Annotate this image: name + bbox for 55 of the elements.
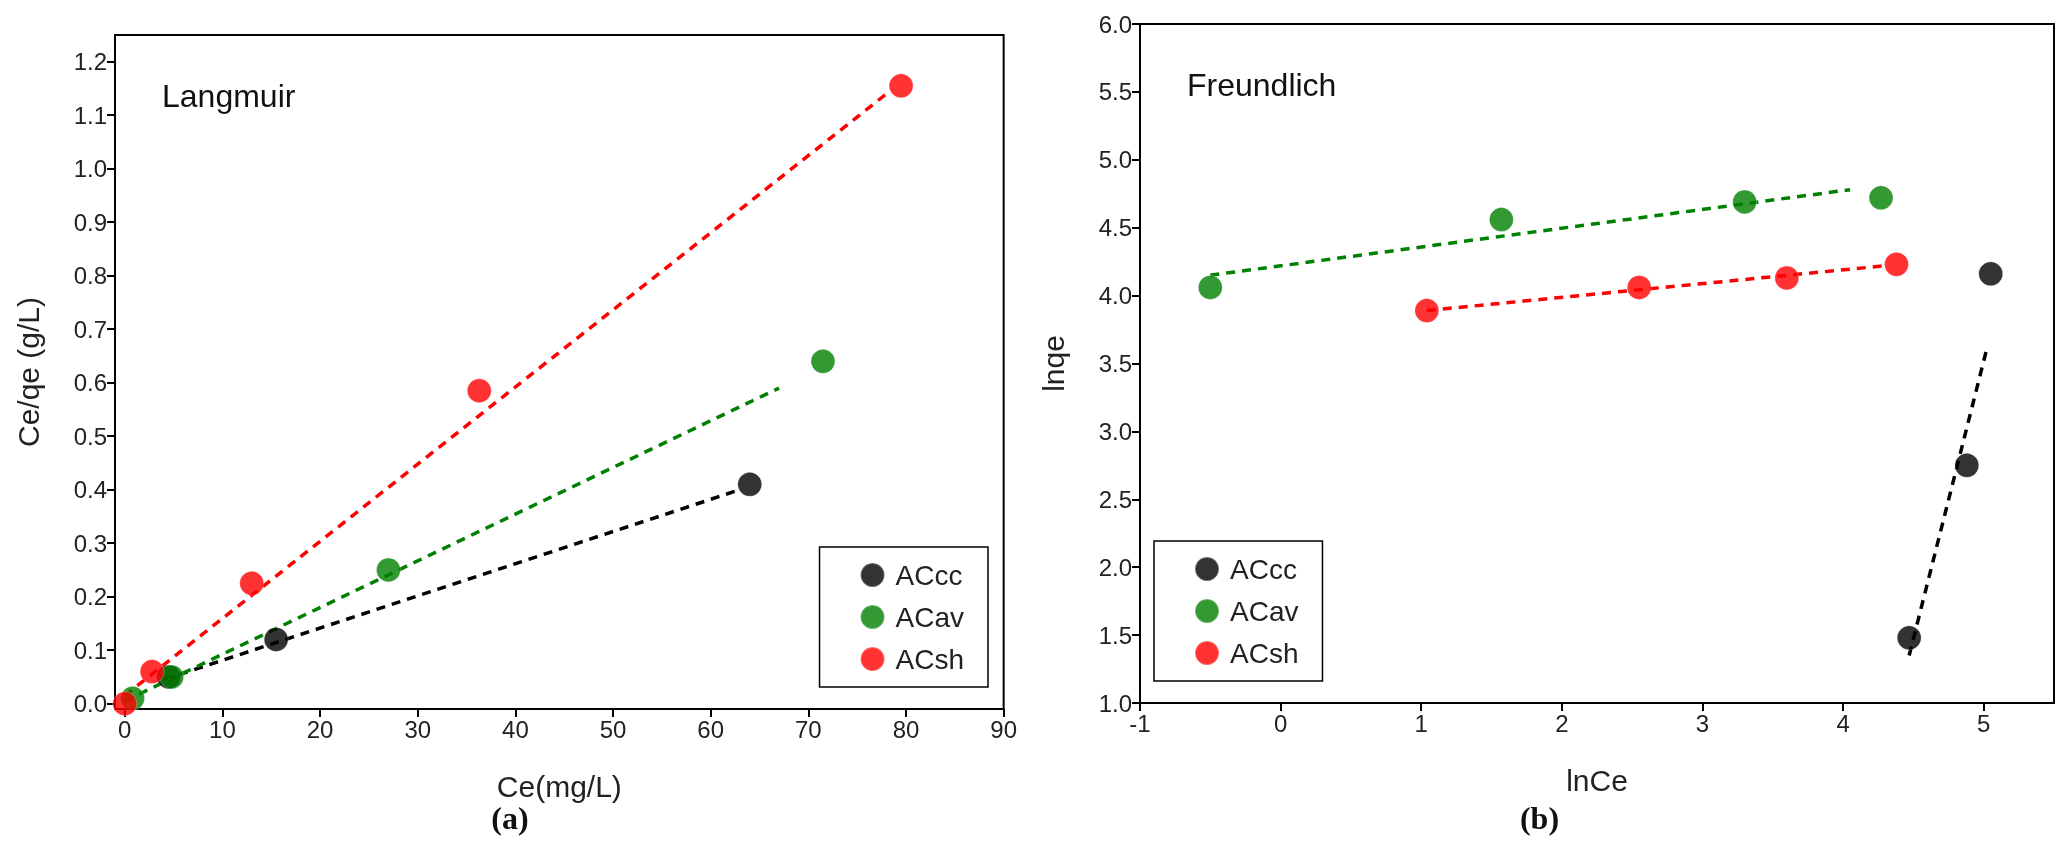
x-tick-label: 2 bbox=[1555, 709, 1569, 737]
x-tick-label: -1 bbox=[1129, 709, 1151, 737]
y-tick-label: 1.5 bbox=[1098, 621, 1132, 649]
x-tick-label: 0 bbox=[118, 715, 132, 743]
x-tick-label: 40 bbox=[502, 715, 529, 743]
x-tick-label: 60 bbox=[697, 715, 725, 743]
y-tick-label: 3.0 bbox=[1098, 417, 1132, 445]
x-axis-title: lnCe bbox=[1566, 763, 1628, 797]
y-tick-label: 0.3 bbox=[73, 529, 107, 557]
x-tick-label: 0 bbox=[1273, 709, 1288, 737]
y-tick-label: 0.0 bbox=[73, 690, 107, 718]
y-tick-label: 0.7 bbox=[73, 315, 107, 343]
text: Freundlich bbox=[1187, 67, 1337, 103]
y-tick-label: 1.2 bbox=[73, 48, 107, 76]
x-tick-label: 90 bbox=[990, 715, 1017, 743]
y-tick-label: 3.5 bbox=[1098, 350, 1132, 377]
x-tick-label: 30 bbox=[404, 715, 432, 743]
y-axis-title: lnqe bbox=[1036, 335, 1070, 392]
x-tick-label: 80 bbox=[892, 715, 920, 743]
y-axis-title: Ce/qe (g/L) bbox=[11, 296, 45, 448]
x-tick-label: 70 bbox=[794, 715, 822, 743]
y-tick-label: 4.5 bbox=[1098, 214, 1132, 242]
legend-label: ACav bbox=[895, 601, 964, 633]
legend-label: ACcc bbox=[895, 559, 963, 591]
y-tick-label: 0.5 bbox=[73, 422, 107, 450]
y-tick-label: 1.0 bbox=[73, 155, 107, 183]
y-tick-label: 6.0 bbox=[1098, 10, 1132, 38]
y-tick-label: 5.0 bbox=[1098, 146, 1132, 174]
y-tick-label: 0.2 bbox=[73, 583, 107, 611]
y-tick-label: 0.9 bbox=[73, 208, 107, 236]
legend-label: ACsh bbox=[1230, 637, 1299, 669]
x-axis-title: Ce(mg/L) bbox=[496, 769, 622, 803]
x-tick-label: 50 bbox=[599, 715, 627, 743]
x-tick-label: 10 bbox=[209, 715, 236, 743]
text: Langmuir bbox=[162, 78, 296, 114]
y-tick-label: 0.4 bbox=[73, 476, 107, 504]
y-tick-label: 2.5 bbox=[1098, 485, 1132, 513]
legend-label: ACsh bbox=[895, 643, 964, 675]
y-tick-label: 1.1 bbox=[73, 101, 107, 129]
y-tick-label: 0.1 bbox=[73, 636, 107, 664]
legend-label: ACcc bbox=[1230, 553, 1297, 585]
text: (b) bbox=[1519, 800, 1560, 836]
x-tick-label: 5 bbox=[1977, 709, 1991, 737]
y-tick-label: 0.6 bbox=[73, 369, 107, 397]
x-tick-label: 1 bbox=[1414, 709, 1428, 737]
x-tick-label: 4 bbox=[1836, 709, 1850, 737]
x-tick-label: 3 bbox=[1695, 709, 1710, 737]
y-tick-label: 4.0 bbox=[1098, 282, 1132, 310]
text: (a) bbox=[491, 800, 529, 836]
y-tick-label: 0.8 bbox=[73, 262, 107, 290]
legend-label: ACav bbox=[1230, 595, 1299, 627]
y-tick-label: 1.0 bbox=[1098, 689, 1132, 717]
y-tick-label: 2.0 bbox=[1098, 553, 1132, 581]
y-tick-label: 5.5 bbox=[1098, 78, 1132, 106]
x-tick-label: 20 bbox=[306, 715, 334, 743]
